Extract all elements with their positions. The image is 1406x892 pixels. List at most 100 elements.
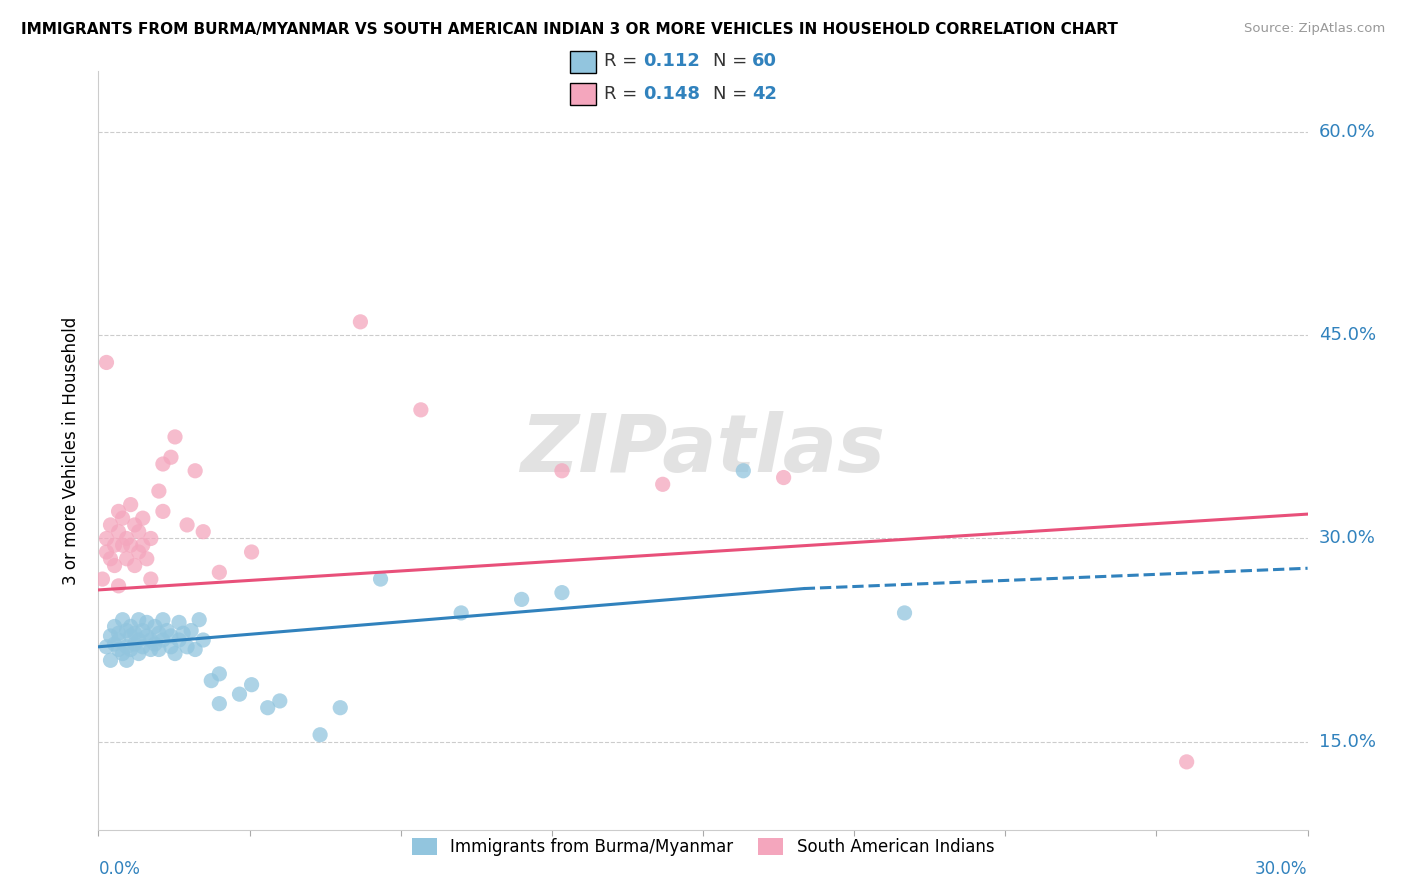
Point (167, 615, 190, 630)
Point (96, 545, 118, 559)
Point (111, 511, 134, 525)
Text: N =: N = (713, 85, 754, 103)
Point (135, 629, 157, 643)
Point (167, 633, 190, 648)
Text: 0.112: 0.112 (643, 53, 700, 70)
Point (107, 633, 129, 648)
Point (160, 450, 183, 465)
Point (160, 629, 183, 643)
Point (160, 640, 183, 654)
Point (107, 626, 129, 640)
Point (107, 642, 129, 657)
Point (184, 464, 207, 478)
Point (269, 694, 291, 708)
Point (124, 637, 146, 651)
Point (450, 606, 472, 620)
Point (893, 606, 915, 620)
Point (103, 637, 125, 651)
Point (100, 517, 122, 532)
Point (124, 626, 146, 640)
Point (107, 504, 129, 518)
Point (128, 613, 150, 627)
Point (139, 572, 162, 586)
Point (143, 619, 166, 633)
Point (551, 464, 574, 478)
Point (128, 633, 150, 648)
Point (128, 647, 150, 661)
Point (208, 566, 231, 580)
Point (188, 613, 211, 627)
Point (193, 524, 215, 539)
Point (135, 551, 157, 566)
Point (124, 558, 146, 573)
Point (115, 532, 138, 546)
Point (111, 613, 134, 627)
Text: N =: N = (713, 53, 754, 70)
Point (132, 624, 155, 638)
Point (176, 640, 198, 654)
Point (180, 624, 202, 638)
Point (120, 538, 142, 552)
Point (107, 524, 129, 539)
Point (115, 640, 138, 654)
Point (139, 633, 162, 648)
Point (103, 558, 125, 573)
Point (143, 637, 166, 651)
Text: 42: 42 (752, 85, 778, 103)
Point (152, 504, 174, 518)
Point (128, 524, 150, 539)
Point (329, 700, 352, 714)
Point (200, 673, 222, 688)
Point (156, 624, 179, 638)
Point (163, 647, 186, 661)
Text: 60: 60 (752, 53, 778, 70)
Point (100, 551, 122, 566)
Point (152, 457, 174, 471)
Point (100, 653, 122, 667)
Point (733, 464, 755, 478)
Point (120, 619, 142, 633)
FancyBboxPatch shape (571, 52, 596, 73)
Point (163, 430, 186, 444)
Text: 15.0%: 15.0% (1319, 732, 1375, 750)
Point (132, 511, 155, 525)
Point (115, 551, 138, 566)
Point (115, 624, 138, 638)
Text: R =: R = (605, 85, 643, 103)
Point (228, 687, 250, 701)
Point (240, 678, 263, 692)
Point (120, 498, 142, 512)
Point (208, 666, 231, 681)
Point (309, 728, 332, 742)
Point (111, 647, 134, 661)
Point (96, 532, 118, 546)
Point (107, 579, 129, 593)
Point (139, 642, 162, 657)
Point (139, 532, 162, 546)
Point (103, 538, 125, 552)
Point (184, 642, 207, 657)
Point (120, 642, 142, 657)
Point (103, 619, 125, 633)
Point (651, 477, 673, 491)
Point (1175, 755, 1198, 769)
Point (176, 517, 198, 532)
Text: 60.0%: 60.0% (1319, 123, 1375, 141)
Point (132, 640, 155, 654)
Point (96, 640, 118, 654)
Text: 30.0%: 30.0% (1319, 530, 1375, 548)
Point (124, 517, 146, 532)
Point (115, 653, 138, 667)
Point (128, 545, 150, 559)
Point (91, 572, 114, 586)
Point (148, 642, 170, 657)
Point (208, 697, 231, 711)
Point (96, 355, 118, 369)
Text: Source: ZipAtlas.com: Source: ZipAtlas.com (1244, 22, 1385, 36)
Point (132, 538, 155, 552)
Point (370, 572, 392, 586)
Point (172, 626, 194, 640)
Point (148, 484, 170, 499)
Text: 0.0%: 0.0% (98, 860, 141, 878)
Point (135, 615, 157, 630)
